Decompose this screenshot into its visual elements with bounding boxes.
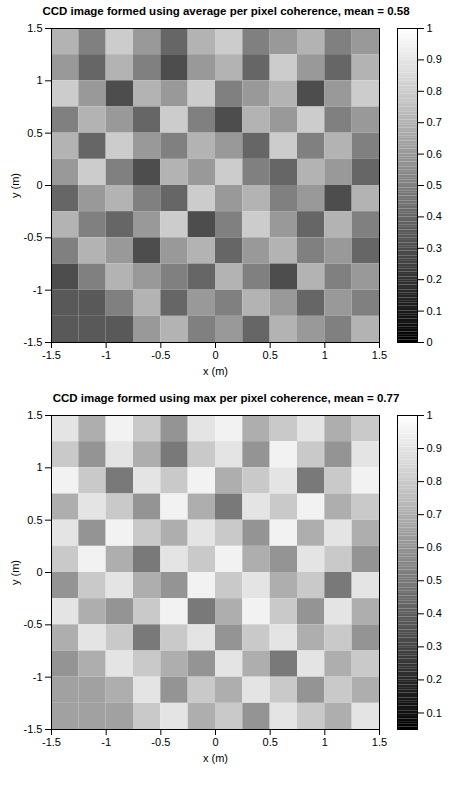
svg-text:0.8: 0.8: [427, 85, 442, 97]
svg-text:0.1: 0.1: [427, 706, 442, 718]
svg-text:-1.5: -1.5: [24, 723, 43, 735]
svg-text:-1: -1: [101, 736, 111, 748]
svg-text:0.2: 0.2: [427, 673, 442, 685]
svg-text:1: 1: [427, 22, 433, 34]
svg-text:-1: -1: [101, 349, 111, 361]
svg-text:-0.5: -0.5: [24, 618, 43, 630]
svg-text:-1.5: -1.5: [42, 349, 61, 361]
svg-text:0.3: 0.3: [427, 640, 442, 652]
svg-text:0.6: 0.6: [427, 148, 442, 160]
svg-text:0: 0: [427, 336, 433, 348]
svg-text:0.7: 0.7: [427, 116, 442, 128]
svg-text:0.6: 0.6: [427, 541, 442, 553]
svg-text:0.5: 0.5: [263, 349, 278, 361]
svg-text:0.5: 0.5: [427, 179, 442, 191]
svg-text:0: 0: [212, 736, 218, 748]
svg-text:-0.5: -0.5: [151, 349, 170, 361]
svg-text:0.3: 0.3: [427, 242, 442, 254]
svg-text:y (m): y (m): [9, 173, 21, 198]
svg-text:-0.5: -0.5: [151, 736, 170, 748]
svg-text:x (m): x (m): [203, 752, 228, 764]
svg-text:-1.5: -1.5: [42, 736, 61, 748]
svg-text:0.9: 0.9: [427, 442, 442, 454]
svg-text:1.5: 1.5: [27, 409, 42, 421]
svg-text:-1.5: -1.5: [24, 336, 43, 348]
svg-text:0.8: 0.8: [427, 475, 442, 487]
svg-text:1.5: 1.5: [372, 736, 387, 748]
svg-text:1: 1: [427, 409, 433, 421]
svg-text:1: 1: [322, 736, 328, 748]
svg-text:0.7: 0.7: [427, 508, 442, 520]
svg-text:0.4: 0.4: [427, 210, 442, 222]
svg-text:0.5: 0.5: [27, 127, 42, 139]
html-text:CCD image formed using average: CCD image formed using average per pixel…: [42, 5, 410, 17]
svg-text:0: 0: [212, 349, 218, 361]
svg-text:1: 1: [36, 74, 42, 86]
svg-text:0.2: 0.2: [427, 273, 442, 285]
svg-text:0.5: 0.5: [27, 514, 42, 526]
svg-text:0.5: 0.5: [427, 574, 442, 586]
svg-text:0: 0: [36, 566, 42, 578]
svg-text:0.9: 0.9: [427, 53, 442, 65]
svg-text:x (m): x (m): [203, 365, 228, 377]
html-text:CCD image formed using max per: CCD image formed using max per pixel coh…: [52, 392, 400, 404]
svg-text:0.1: 0.1: [427, 305, 442, 317]
svg-text:1.5: 1.5: [27, 22, 42, 34]
svg-text:0.5: 0.5: [263, 736, 278, 748]
svg-text:0.4: 0.4: [427, 607, 442, 619]
svg-text:0: 0: [36, 179, 42, 191]
svg-text:-0.5: -0.5: [24, 231, 43, 243]
svg-text:y (m): y (m): [9, 560, 21, 585]
svg-text:1: 1: [36, 461, 42, 473]
svg-text:1.5: 1.5: [372, 349, 387, 361]
svg-text:-1: -1: [33, 284, 43, 296]
svg-text:1: 1: [322, 349, 328, 361]
svg-text:-1: -1: [33, 671, 43, 683]
